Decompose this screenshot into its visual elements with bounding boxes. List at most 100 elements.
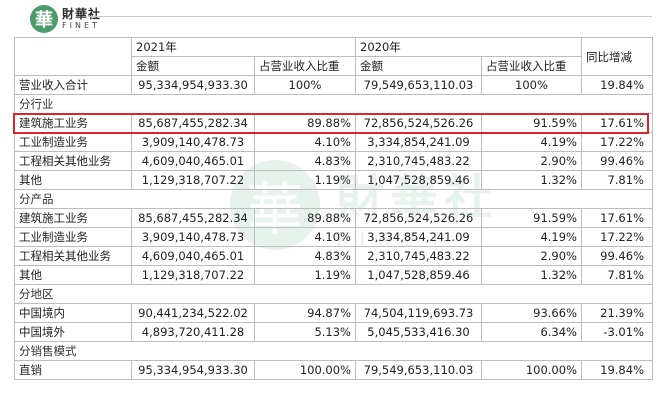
yoy-change: -3.01% [581, 322, 653, 342]
header-year-2020: 2020年 [355, 37, 582, 57]
yoy-change: 17.61% [581, 113, 653, 133]
section-row: 分行业 [14, 94, 653, 114]
finet-logo: 華 財華社 FINET [30, 2, 101, 36]
amount-2020: 79,549,653,110.03 [355, 360, 482, 380]
amount-2021: 95,334,954,933.30 [131, 360, 255, 380]
share-2020: 6.34% [481, 322, 582, 342]
logo-name-en: FINET [62, 21, 100, 30]
share-2020: 100.00% [481, 360, 582, 380]
table-row: 其他 1,129,318,707.22 1.19% 1,047,528,859.46 1… [14, 265, 653, 285]
amount-2021: 4,893,720,411.28 [131, 322, 255, 342]
amount-2021: 1,129,318,707.22 [131, 265, 255, 285]
row-label: 建筑施工业务 [14, 113, 132, 133]
section-label: 分销售模式 [14, 341, 653, 361]
header-share-2021: 占营业收入比重 [254, 56, 356, 76]
table-row: 直销 95,334,954,933.30 100.00% 79,549,653,110… [14, 360, 653, 380]
section-row: 分销售模式 [14, 341, 653, 361]
share-2021: 94.87% [254, 303, 356, 323]
share-2020: 91.59% [481, 208, 582, 228]
table-row: 工业制造业务 3,909,140,478.73 4.10% 3,334,854,241… [14, 132, 653, 152]
amount-2020: 72,856,524,526.26 [355, 113, 482, 133]
amount-2020: 5,045,533,416.30 [355, 322, 482, 342]
table-row: 工程相关其他业务 4,609,040,465.01 4.83% 2,310,745,4… [14, 246, 653, 266]
share-2021: 4.83% [254, 151, 356, 171]
header-year-2021: 2021年 [131, 37, 356, 57]
share-2020: 4.19% [481, 227, 582, 247]
amount-2021: 1,129,318,707.22 [131, 170, 255, 190]
share-2020: 93.66% [481, 303, 582, 323]
yoy-change: 17.22% [581, 227, 653, 247]
row-label: 工业制造业务 [14, 227, 132, 247]
share-2021: 4.83% [254, 246, 356, 266]
amount-2021: 90,441,234,522.02 [131, 303, 255, 323]
yoy-change: 7.81% [581, 170, 653, 190]
table-row: 工业制造业务 3,909,140,478.73 4.10% 3,334,854,241… [14, 227, 653, 247]
table-row: 中国境外 4,893,720,411.28 5.13% 5,045,533,416.3… [14, 322, 653, 342]
row-label: 营业收入合计 [14, 75, 132, 95]
table-row: 建筑施工业务 85,687,455,282.34 89.88% 72,856,524,… [14, 208, 653, 228]
yoy-change: 99.46% [581, 151, 653, 171]
header-amount-2020: 金额 [355, 56, 482, 76]
yoy-change: 17.22% [581, 132, 653, 152]
amount-2021: 4,609,040,465.01 [131, 151, 255, 171]
yoy-change: 99.46% [581, 246, 653, 266]
share-2021: 5.13% [254, 322, 356, 342]
header-row-years: 2021年 2020年 同比增减 [14, 37, 653, 76]
row-label: 建筑施工业务 [14, 208, 132, 228]
amount-2021: 85,687,455,282.34 [131, 113, 255, 133]
amount-2020: 1,047,528,859.46 [355, 170, 482, 190]
logo-text: 財華社 FINET [62, 8, 101, 30]
table-row: 其他 1,129,318,707.22 1.19% 1,047,528,859.46 1… [14, 170, 653, 190]
revenue-table: 2021年 2020年 同比增减 金额 占营业收入比重 金额 占营业收入比重 营… [14, 37, 653, 380]
row-label: 其他 [14, 170, 132, 190]
logo-mark: 華 [30, 5, 58, 33]
amount-2021: 3,909,140,478.73 [131, 227, 255, 247]
share-2021: 100.00% [254, 360, 356, 380]
yoy-change: 7.81% [581, 265, 653, 285]
row-label: 工程相关其他业务 [14, 151, 132, 171]
amount-2021: 85,687,455,282.34 [131, 208, 255, 228]
amount-2021: 4,609,040,465.01 [131, 246, 255, 266]
share-2020: 1.32% [481, 170, 582, 190]
amount-2020: 72,856,524,526.26 [355, 208, 482, 228]
amount-2020: 3,334,854,241.09 [355, 227, 482, 247]
header-amount-2021: 金额 [131, 56, 255, 76]
header-row-columns: 金额 占营业收入比重 金额 占营业收入比重 [15, 56, 653, 76]
header-divider [88, 16, 652, 17]
section-label: 分产品 [14, 189, 653, 209]
row-label: 工业制造业务 [14, 132, 132, 152]
amount-2021: 3,909,140,478.73 [131, 132, 255, 152]
share-2021: 4.10% [254, 227, 356, 247]
share-2021: 4.10% [254, 132, 356, 152]
share-2021: 100% [254, 75, 356, 95]
yoy-change: 19.84% [581, 360, 653, 380]
section-row: 分产品 [14, 189, 653, 209]
header-blank [14, 37, 132, 76]
amount-2020: 3,334,854,241.09 [355, 132, 482, 152]
share-2021: 1.19% [254, 265, 356, 285]
amount-2021: 95,334,954,933.30 [131, 75, 255, 95]
table-row: 工程相关其他业务 4,609,040,465.01 4.83% 2,310,745,4… [14, 151, 653, 171]
row-label: 工程相关其他业务 [14, 246, 132, 266]
yoy-change: 17.61% [581, 208, 653, 228]
header-share-2020: 占营业收入比重 [481, 56, 582, 76]
yoy-change: 19.84% [581, 75, 653, 95]
header-yoy: 同比增减 [581, 37, 653, 76]
section-label: 分行业 [14, 94, 653, 114]
amount-2020: 2,310,745,483.22 [355, 246, 482, 266]
table-row: 中国境内 90,441,234,522.02 94.87% 74,504,119,69… [14, 303, 653, 323]
section-row: 分地区 [14, 284, 653, 304]
amount-2020: 79,549,653,110.03 [355, 75, 482, 95]
share-2020: 1.32% [481, 265, 582, 285]
row-label: 其他 [14, 265, 132, 285]
share-2020: 100% [481, 75, 582, 95]
yoy-change: 21.39% [581, 303, 653, 323]
share-2021: 1.19% [254, 170, 356, 190]
total-row: 营业收入合计 95,334,954,933.30 100% 79,549,653… [14, 75, 653, 95]
amount-2020: 2,310,745,483.22 [355, 151, 482, 171]
row-label: 直销 [14, 360, 132, 380]
table-row: 建筑施工业务 85,687,455,282.34 89.88% 72,856,524,… [14, 113, 653, 133]
row-label: 中国境外 [14, 322, 132, 342]
logo-name-cn: 財華社 [62, 7, 102, 21]
section-label: 分地区 [14, 284, 653, 304]
